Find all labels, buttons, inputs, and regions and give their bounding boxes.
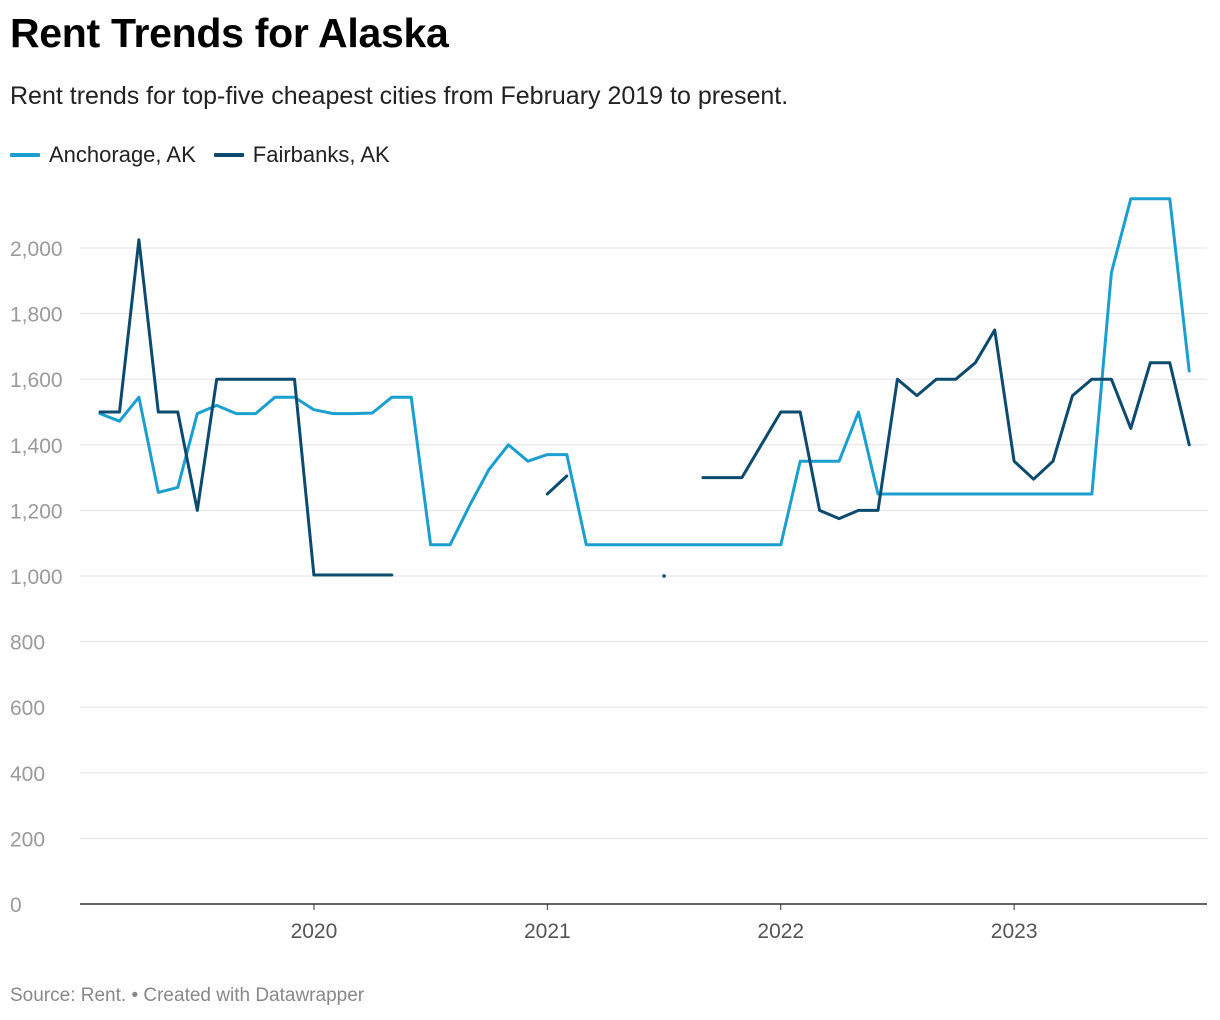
- legend-swatch-fairbanks: [213, 153, 244, 157]
- source-note: Source: Rent. • Created with Datawrapper: [10, 985, 365, 1006]
- x-tick-label-2022: 2022: [757, 920, 804, 943]
- chart-title: Rent Trends for Alaska: [10, 10, 449, 56]
- series-line-anchorage-0: [98, 197, 1191, 547]
- x-tick-label-2020: 2020: [291, 920, 338, 943]
- y-tick-label-0: 0: [10, 894, 22, 917]
- series-line-fairbanks-1: [545, 474, 569, 496]
- series-lines: [98, 197, 1191, 578]
- y-tick-label-1400: 1,400: [10, 435, 63, 458]
- y-tick-label-1200: 1,200: [10, 500, 63, 523]
- legend-label-anchorage: Anchorage, AK: [49, 142, 196, 167]
- series-line-fairbanks-0: [98, 238, 394, 577]
- y-tick-label-2000: 2,000: [10, 238, 63, 261]
- legend-label-fairbanks: Fairbanks, AK: [252, 142, 390, 167]
- y-tick-label-400: 400: [10, 763, 45, 786]
- y-tick-label-200: 200: [10, 828, 45, 851]
- series-line-fairbanks-3: [701, 328, 1191, 521]
- y-tick-label-1000: 1,000: [10, 566, 63, 589]
- y-tick-label-600: 600: [10, 697, 45, 720]
- x-axis: 2020 2021 2022 2023: [80, 903, 1207, 943]
- chart-subtitle: Rent trends for top-five cheapest cities…: [10, 82, 789, 110]
- legend-item-fairbanks: Fairbanks, AK: [213, 142, 390, 168]
- y-tick-label-1800: 1,800: [10, 304, 63, 327]
- y-tick-label-800: 800: [10, 632, 45, 655]
- x-tick-label-2021: 2021: [524, 920, 571, 943]
- legend-swatch-anchorage: [10, 153, 40, 157]
- legend: Anchorage, AK Fairbanks, AK: [10, 142, 408, 168]
- x-tick-label-2023: 2023: [991, 920, 1038, 943]
- y-axis-ticks: 0 200 400 600 800 1,000 1,200 1,400 1,600 1,800 2,…: [10, 238, 63, 917]
- y-tick-label-1600: 1,600: [10, 369, 63, 392]
- series-point-fairbanks-2: [662, 574, 666, 578]
- gridlines: [80, 247, 1207, 839]
- legend-item-anchorage: Anchorage, AK: [10, 142, 196, 168]
